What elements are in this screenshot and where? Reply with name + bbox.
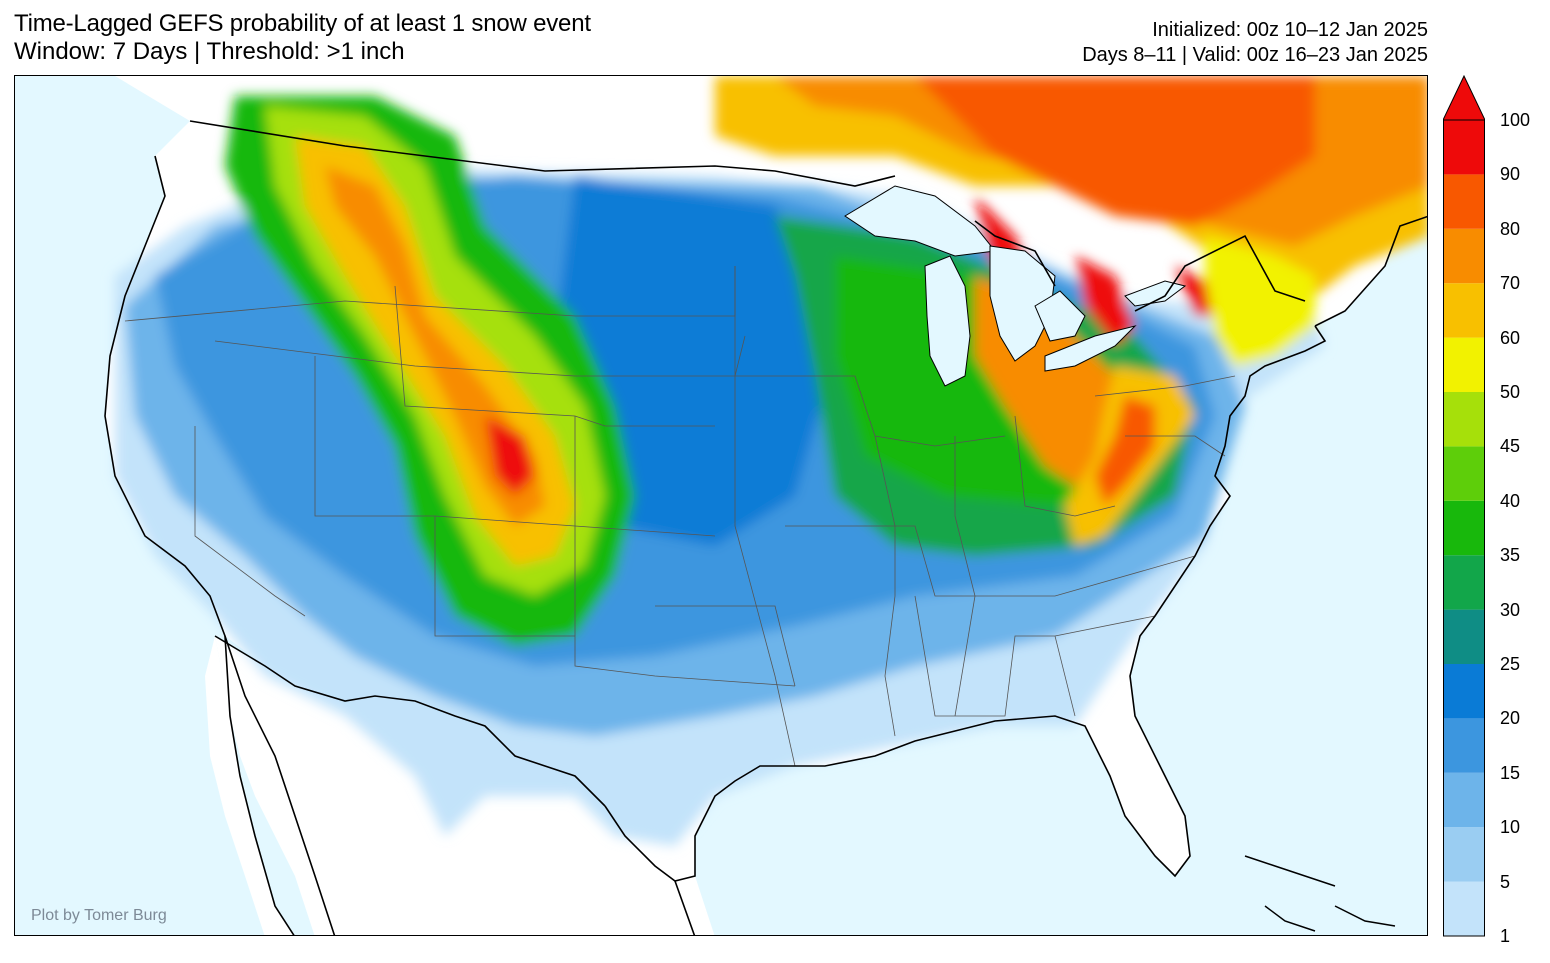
colorbar-segment xyxy=(1443,718,1485,773)
colorbar-segment xyxy=(1443,555,1485,610)
colorbar-tick-label: 100 xyxy=(1500,110,1531,130)
colorbar-segment xyxy=(1443,772,1485,828)
colorbar-tick-label: 15 xyxy=(1500,762,1521,783)
colorbar-segment xyxy=(1443,500,1485,556)
colorbar-segment xyxy=(1443,392,1485,447)
colorbar-tick-label: 5 xyxy=(1500,871,1511,892)
colorbar-tick-label: 60 xyxy=(1500,327,1521,348)
initialized-label: Initialized: 00z 10–12 Jan 2025 xyxy=(1152,19,1428,41)
colorbar-tick-label: 45 xyxy=(1500,436,1521,457)
colorbar-segment xyxy=(1443,664,1485,719)
map-title: Time-Lagged GEFS probability of at least… xyxy=(14,10,591,37)
colorbar-tick-label: 70 xyxy=(1500,273,1521,294)
valid-label: Days 8–11 | Valid: 00z 16–23 Jan 2025 xyxy=(1082,44,1428,66)
national-borders xyxy=(189,120,1306,807)
great-lakes xyxy=(844,185,1187,387)
colorbar-tick-label: 80 xyxy=(1500,218,1521,239)
plot-credit: Plot by Tomer Burg xyxy=(31,907,167,924)
colorbar-tick-label: 40 xyxy=(1500,490,1521,511)
colorbar-segment xyxy=(1443,174,1485,229)
colorbar-tick-label: 1 xyxy=(1500,926,1511,946)
colorbar-tick-label: 10 xyxy=(1500,817,1521,838)
colorbar-segment xyxy=(1443,446,1485,501)
colorbar-segment xyxy=(1443,827,1485,882)
colorbar-segment xyxy=(1443,283,1485,338)
colorbar-tick-label: 30 xyxy=(1500,599,1521,620)
colorbar-border xyxy=(1443,119,1485,937)
probability-field xyxy=(115,76,1427,846)
colorbar-segment xyxy=(1443,228,1485,284)
snow-probability-map: Plot by Tomer Burg xyxy=(14,75,1428,936)
colorbar-tick-label: 20 xyxy=(1500,708,1521,729)
map-subtitle: Window: 7 Days | Threshold: >1 inch xyxy=(14,38,405,65)
colorbar-extend-arrow xyxy=(1443,75,1485,121)
colorbar-tick-label: 35 xyxy=(1500,545,1521,566)
caribbean-islands xyxy=(1244,855,1396,932)
colorbar-segment xyxy=(1443,881,1485,936)
colorbar-tick-label: 50 xyxy=(1500,382,1521,402)
colorbar-tick-label: 25 xyxy=(1500,654,1521,674)
coastlines xyxy=(104,155,1427,935)
colorbar-segment xyxy=(1443,120,1485,175)
colorbar-segment xyxy=(1443,337,1485,392)
colorbar-segment xyxy=(1443,609,1485,664)
colorbar xyxy=(1443,75,1485,937)
colorbar-tick-label: 90 xyxy=(1500,164,1521,185)
state-borders xyxy=(124,266,1236,767)
map-canvas xyxy=(15,76,1427,935)
